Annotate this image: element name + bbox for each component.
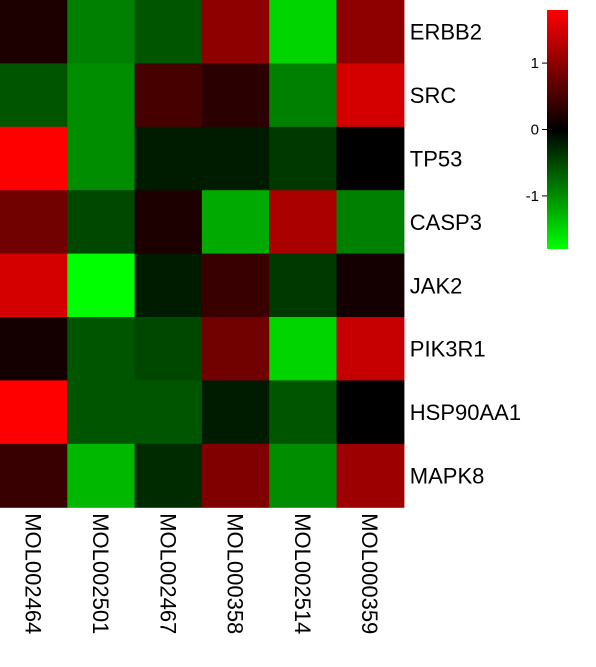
row-label-pik3r1: PIK3R1 bbox=[410, 337, 486, 362]
heatmap-cell-pik3r1-mol002501 bbox=[67, 317, 136, 381]
heatmap-cell-casp3-mol002464 bbox=[0, 190, 68, 255]
heatmap-cell-src-mol000358 bbox=[201, 63, 270, 128]
heatmap-cell-tp53-mol000359 bbox=[336, 126, 405, 191]
heatmap-cell-hsp90aa1-mol000359 bbox=[336, 380, 405, 445]
row-label-erbb2: ERBB2 bbox=[410, 20, 482, 45]
heatmap-cell-mapk8-mol002467 bbox=[134, 443, 203, 508]
column-label-mol002467: MOL002467 bbox=[155, 513, 180, 634]
heatmap-cell-mapk8-mol000358 bbox=[201, 443, 270, 508]
heatmap-cell-jak2-mol002501 bbox=[67, 253, 136, 318]
legend-ticks: 1 0 -1 bbox=[526, 55, 547, 205]
column-label-mol000359: MOL000359 bbox=[357, 513, 382, 634]
heatmap-cell-mapk8-mol000359 bbox=[336, 443, 405, 508]
heatmap-cell-hsp90aa1-mol002467 bbox=[134, 380, 203, 445]
column-label-mol000358: MOL000358 bbox=[223, 513, 248, 634]
heatmap-cell-mapk8-mol002501 bbox=[67, 443, 136, 508]
heatmap-cell-erbb2-mol002514 bbox=[269, 0, 338, 64]
row-label-casp3: CASP3 bbox=[410, 210, 482, 235]
column-label-mol002514: MOL002514 bbox=[290, 513, 315, 634]
heatmap-cell-src-mol000359 bbox=[336, 63, 405, 128]
heatmap-cell-hsp90aa1-mol002464 bbox=[0, 380, 68, 445]
heatmap-cell-casp3-mol002501 bbox=[67, 190, 136, 255]
row-label-mapk8: MAPK8 bbox=[410, 464, 485, 489]
heatmap-cell-casp3-mol000359 bbox=[336, 190, 405, 255]
heatmap-cell-tp53-mol000358 bbox=[201, 126, 270, 191]
heatmap-cell-jak2-mol002467 bbox=[134, 253, 203, 318]
heatmap-cell-erbb2-mol002467 bbox=[134, 0, 203, 64]
heatmap-cell-hsp90aa1-mol002501 bbox=[67, 380, 136, 445]
heatmap-cells bbox=[0, 0, 405, 508]
heatmap-cell-casp3-mol000358 bbox=[201, 190, 270, 255]
heatmap-cell-src-mol002464 bbox=[0, 63, 68, 128]
heatmap-cell-tp53-mol002464 bbox=[0, 126, 68, 191]
column-label-mol002501: MOL002501 bbox=[88, 513, 113, 634]
row-label-tp53: TP53 bbox=[410, 147, 463, 172]
column-labels: MOL002464 MOL002501 MOL002467 MOL000358 MOL0… bbox=[21, 513, 383, 634]
column-label-mol002464: MOL002464 bbox=[21, 513, 46, 634]
heatmap-cell-jak2-mol000359 bbox=[336, 253, 405, 318]
heatmap-cell-tp53-mol002501 bbox=[67, 126, 136, 191]
heatmap-cell-src-mol002467 bbox=[134, 63, 203, 128]
heatmap-cell-casp3-mol002467 bbox=[134, 190, 203, 255]
legend-tick-label: 1 bbox=[531, 55, 539, 72]
color-legend: 1 0 -1 bbox=[526, 10, 568, 249]
heatmap-cell-jak2-mol000358 bbox=[201, 253, 270, 318]
heatmap-cell-erbb2-mol000358 bbox=[201, 0, 270, 64]
heatmap-cell-src-mol002501 bbox=[67, 63, 136, 128]
heatmap-cell-jak2-mol002514 bbox=[269, 253, 338, 318]
heatmap-cell-mapk8-mol002464 bbox=[0, 443, 68, 508]
heatmap-cell-pik3r1-mol002514 bbox=[269, 317, 338, 381]
heatmap-cell-src-mol002514 bbox=[269, 63, 338, 128]
heatmap-cell-pik3r1-mol002464 bbox=[0, 317, 68, 381]
heatmap-cell-hsp90aa1-mol000358 bbox=[201, 380, 270, 445]
heatmap-cell-tp53-mol002467 bbox=[134, 126, 203, 191]
row-label-src: SRC bbox=[410, 83, 457, 108]
heatmap-cell-pik3r1-mol002467 bbox=[134, 317, 203, 381]
row-labels: ERBB2 SRC TP53 CASP3 JAK2 PIK3R1 HSP90AA1 MAPK8 bbox=[410, 20, 521, 489]
heatmap-cell-jak2-mol002464 bbox=[0, 253, 68, 318]
legend-colorbar bbox=[547, 10, 568, 249]
heatmap-cell-erbb2-mol002464 bbox=[0, 0, 68, 64]
heatmap-cell-mapk8-mol002514 bbox=[269, 443, 338, 508]
row-label-hsp90aa1: HSP90AA1 bbox=[410, 400, 521, 425]
heatmap-cell-tp53-mol002514 bbox=[269, 126, 338, 191]
heatmap-cell-pik3r1-mol000359 bbox=[336, 317, 405, 381]
heatmap-cell-erbb2-mol000359 bbox=[336, 0, 405, 64]
heatmap-cell-erbb2-mol002501 bbox=[67, 0, 136, 64]
row-label-jak2: JAK2 bbox=[410, 273, 463, 298]
heatmap-cell-hsp90aa1-mol002514 bbox=[269, 380, 338, 445]
heatmap-cell-pik3r1-mol000358 bbox=[201, 317, 270, 381]
legend-tick-label: 0 bbox=[531, 122, 539, 139]
legend-tick-label: -1 bbox=[526, 188, 539, 205]
heatmap-cell-casp3-mol002514 bbox=[269, 190, 338, 255]
